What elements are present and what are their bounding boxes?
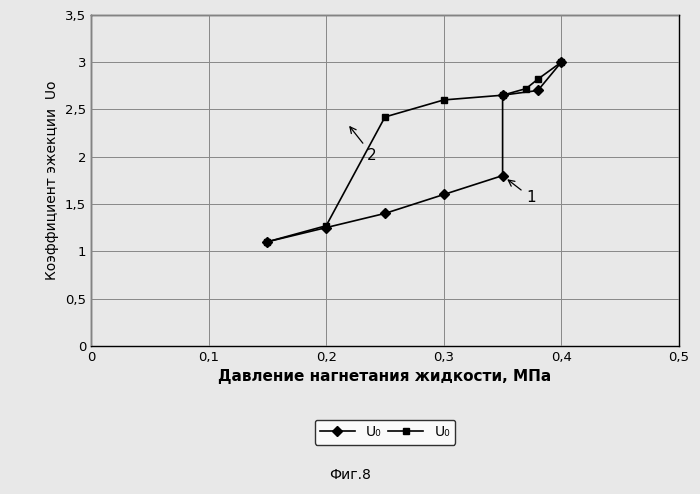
U₀ [322,225,330,231]
U₀ [263,239,272,245]
U₀ [522,85,531,91]
U₀ [498,92,507,98]
Text: 1: 1 [508,180,536,205]
Line: U₀: U₀ [264,59,565,245]
U₀ [381,114,389,120]
U₀ [557,59,566,65]
U₀ [440,97,448,103]
U₀ [440,192,448,198]
Legend: U₀, U₀: U₀, U₀ [314,420,456,445]
U₀ [322,223,330,229]
U₀ [498,172,507,178]
Y-axis label: Коэффициент эжекции  Uo: Коэффициент эжекции Uo [46,81,60,280]
U₀ [498,92,507,98]
U₀ [263,239,272,245]
Text: Фиг.8: Фиг.8 [329,468,371,482]
Text: 2: 2 [350,127,377,163]
U₀ [381,210,389,216]
U₀ [533,87,542,93]
Line: U₀: U₀ [264,59,565,245]
U₀ [533,76,542,82]
X-axis label: Давление нагнетания жидкости, МПа: Давление нагнетания жидкости, МПа [218,369,552,384]
U₀ [557,59,566,65]
